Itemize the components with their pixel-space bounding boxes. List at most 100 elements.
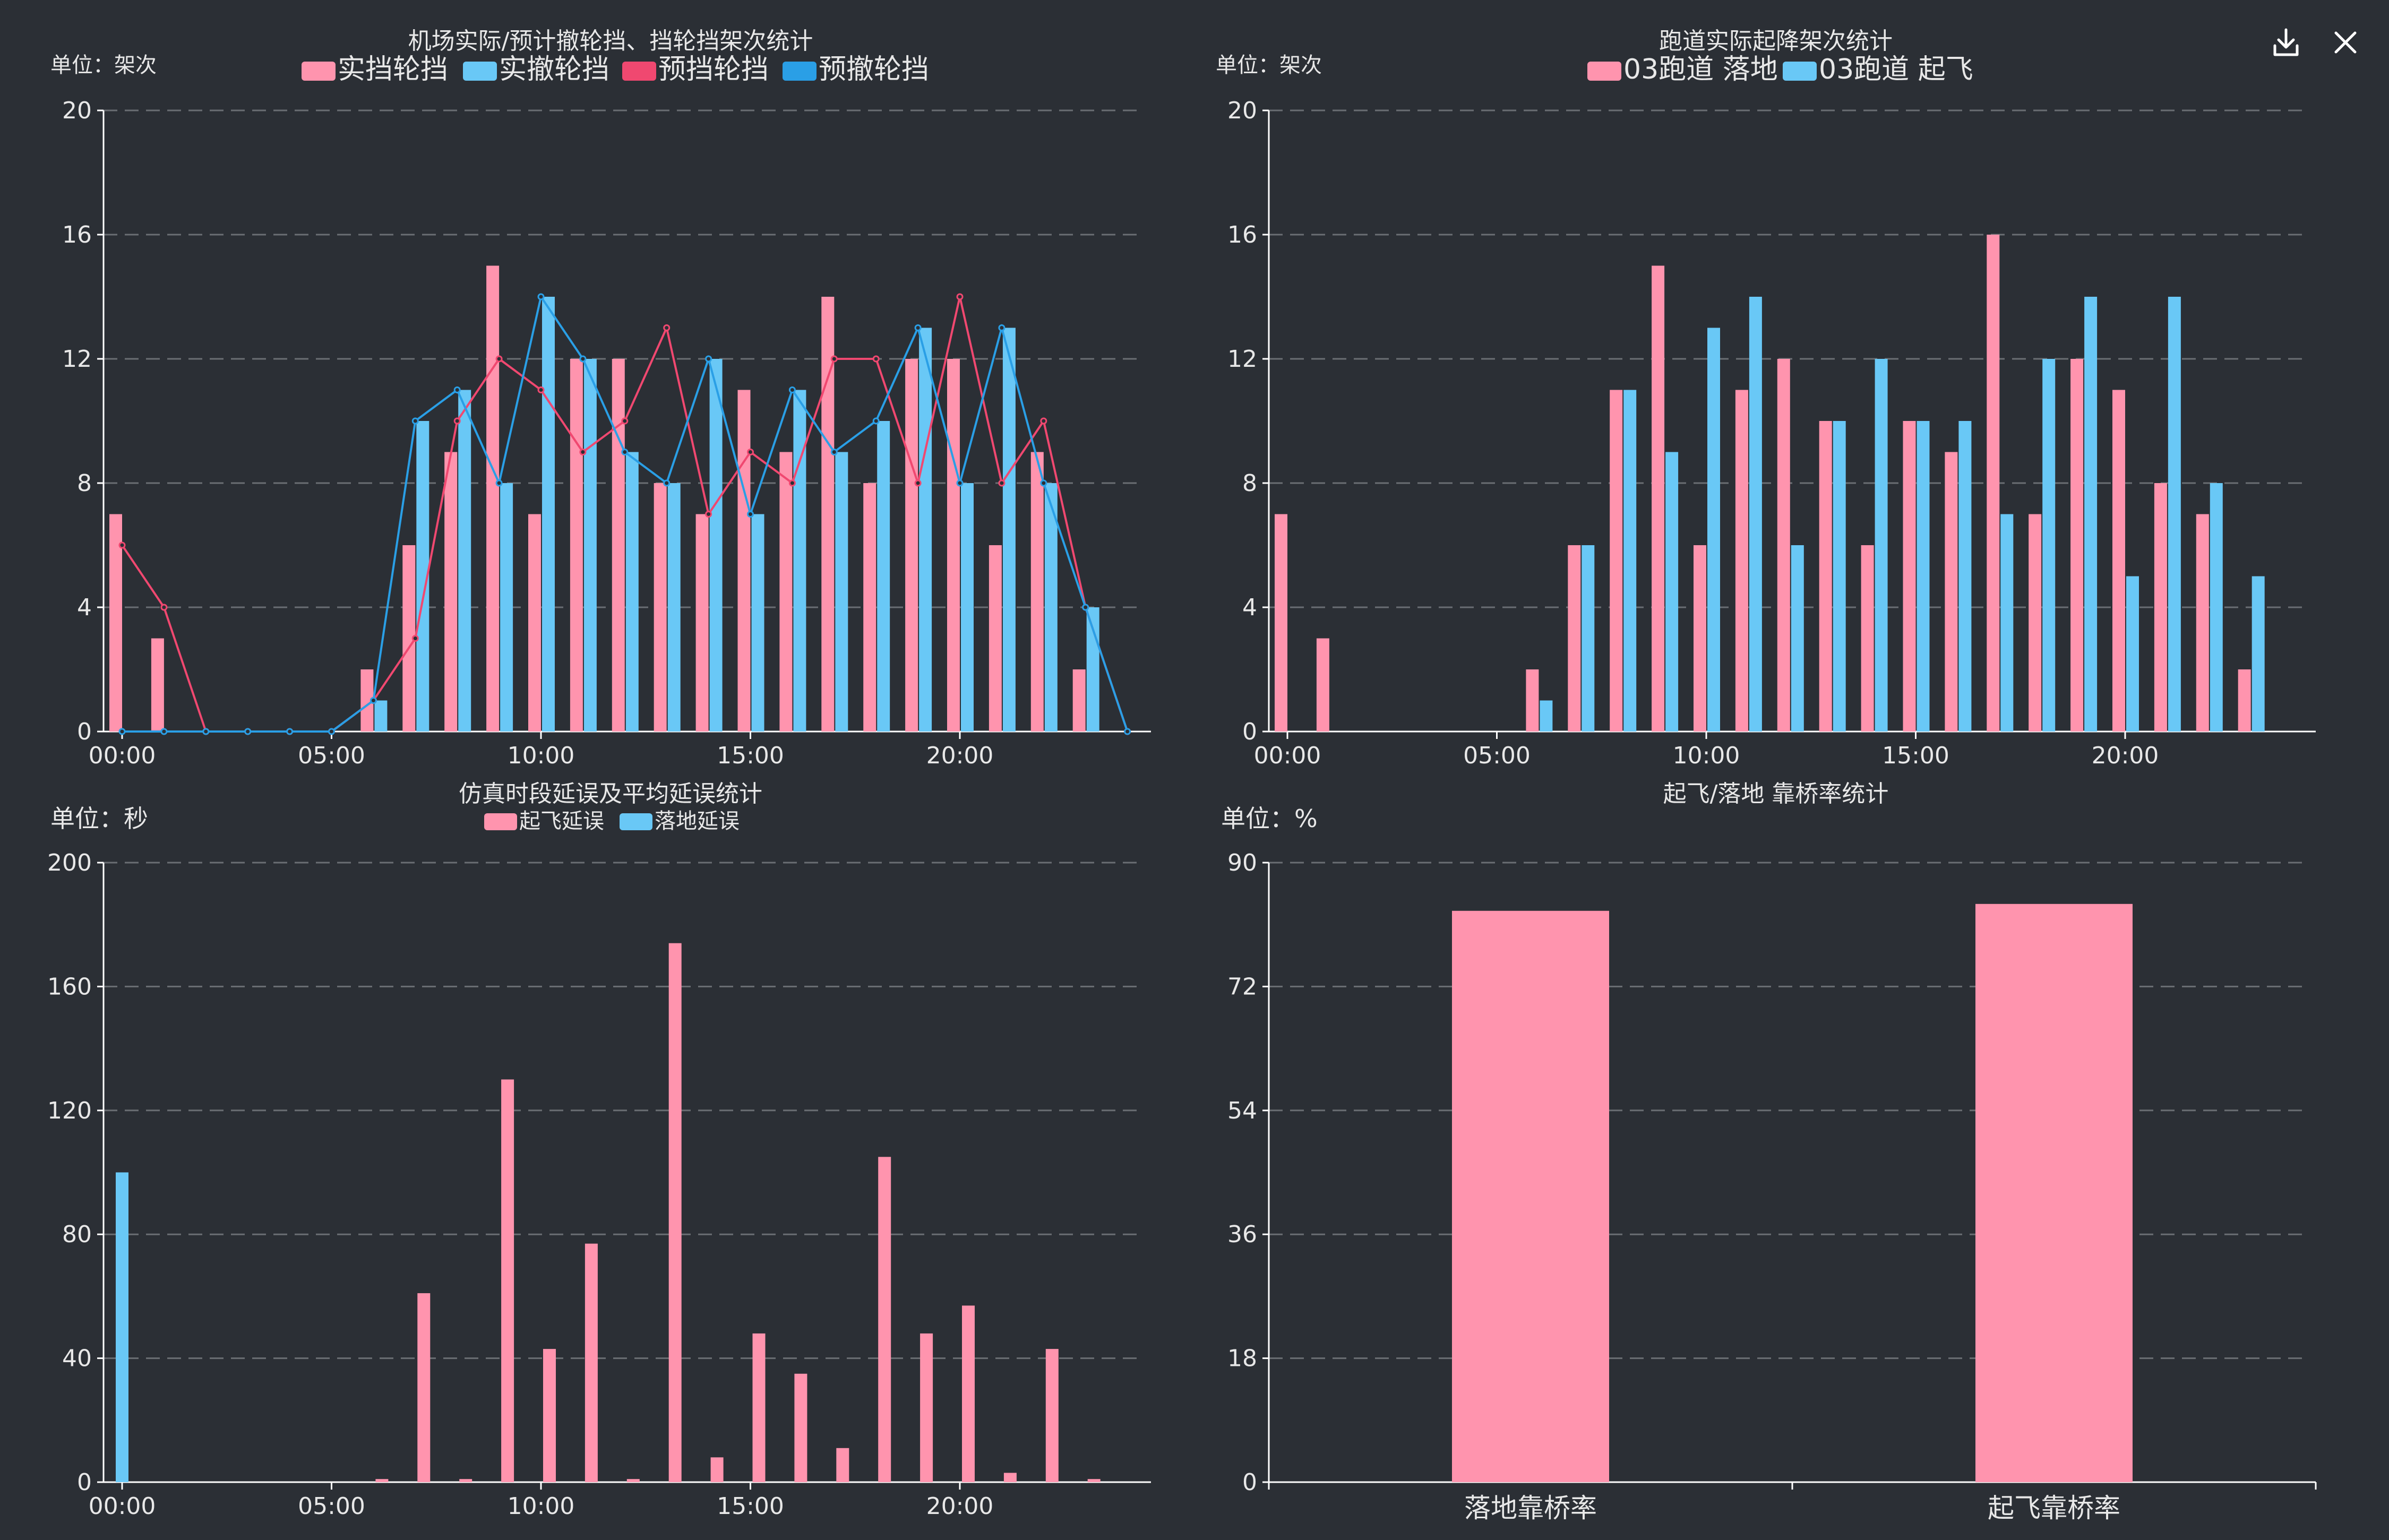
legend-item: 03跑道 落地: [1587, 54, 1778, 85]
bar: [947, 359, 960, 732]
bar: [375, 1479, 389, 1482]
legend-item: 03跑道 起飞: [1783, 54, 1973, 85]
bar: [1316, 638, 1329, 732]
download-button[interactable]: [2272, 28, 2300, 58]
close-button[interactable]: [2333, 30, 2358, 55]
x-tick-label: 00:00: [89, 742, 156, 769]
bar: [2084, 297, 2098, 732]
bar: [1275, 514, 1287, 732]
bar: [458, 390, 471, 732]
x-tick-label: 10:00: [508, 1493, 575, 1520]
chart-title: 仿真时段延误及平均延误统计: [459, 780, 762, 807]
line-point: [998, 479, 1006, 487]
bar: [1945, 452, 1958, 732]
x-tick-label: 10:00: [508, 742, 575, 769]
bar: [1582, 545, 1595, 732]
legend-label: 落地延误: [655, 809, 740, 833]
x-tick-label: 10:00: [1673, 742, 1740, 769]
bar: [2070, 359, 2084, 732]
bar: [710, 1457, 724, 1482]
bar: [1917, 421, 1930, 732]
legend-label: 起飞延误: [519, 809, 604, 833]
line-point: [956, 479, 964, 487]
legend-swatch: [1587, 62, 1621, 81]
x-tick-label: 05:00: [298, 1493, 365, 1520]
bar: [444, 452, 458, 732]
bar: [1072, 669, 1086, 732]
y-tick-label: 18: [1227, 1345, 1257, 1372]
bar: [1875, 359, 1888, 732]
bar: [1958, 421, 1972, 732]
x-tick-label: 00:00: [89, 1493, 156, 1520]
line-point: [1124, 728, 1131, 735]
bar: [570, 359, 583, 732]
unit-label: 单位：秒: [50, 804, 148, 833]
bar: [2112, 390, 2125, 732]
line-point: [411, 417, 419, 425]
bar: [625, 452, 639, 732]
y-tick-label: 200: [47, 849, 92, 876]
bar: [585, 1243, 598, 1482]
bar: [1791, 545, 1804, 732]
bar: [2154, 483, 2167, 732]
bar: [1044, 483, 1058, 732]
bar: [1086, 607, 1099, 732]
bar: [2210, 483, 2223, 732]
line-point: [537, 293, 545, 300]
x-tick-label: 00:00: [1254, 742, 1321, 769]
bar: [1694, 545, 1706, 732]
bar: [737, 390, 751, 732]
line-point: [495, 355, 503, 363]
y-tick-label: 0: [77, 1469, 92, 1496]
bar: [1833, 421, 1846, 732]
bar: [151, 638, 164, 732]
unit-label: 单位：%: [1221, 804, 1318, 833]
bar: [1045, 1349, 1059, 1482]
bar: [1749, 297, 1762, 732]
bar: [116, 1172, 128, 1482]
x-tick-label: 20:00: [926, 1493, 994, 1520]
bar: [2042, 359, 2056, 732]
line-point: [411, 635, 419, 642]
bar: [877, 421, 890, 732]
bar: [417, 1293, 431, 1482]
y-tick-label: 90: [1227, 849, 1257, 876]
y-tick-label: 12: [1227, 346, 1257, 373]
legend-item: 实撤轮挡: [463, 54, 609, 85]
bar: [1087, 1479, 1101, 1482]
line-point: [579, 449, 587, 455]
bar: [2000, 514, 2014, 732]
y-tick-label: 160: [47, 973, 92, 1000]
bar: [1903, 421, 1916, 732]
y-tick-label: 40: [62, 1345, 92, 1372]
line-point: [453, 386, 461, 393]
line-point: [621, 417, 629, 425]
bar: [793, 390, 806, 732]
legend-item: 预撤轮挡: [783, 54, 929, 85]
bar: [2238, 669, 2251, 732]
bar: [2029, 514, 2042, 732]
line-point: [830, 355, 838, 363]
line-point: [830, 449, 838, 455]
unit-label: 单位：架次: [1216, 53, 1322, 78]
y-tick-label: 8: [1242, 470, 1257, 497]
line-point: [788, 386, 796, 393]
bar: [961, 483, 974, 732]
bar: [709, 359, 723, 732]
legend-swatch: [484, 813, 517, 830]
bar: [501, 1079, 514, 1482]
bar: [1526, 669, 1539, 732]
legend-item: 实挡轮挡: [302, 54, 448, 85]
chart-title: 跑道实际起降架次统计: [1659, 28, 1893, 55]
bar: [459, 1479, 472, 1482]
line-point: [747, 511, 754, 518]
bar: [1707, 328, 1720, 732]
bar: [2251, 576, 2265, 732]
legend-swatch: [302, 62, 336, 81]
y-tick-label: 36: [1227, 1221, 1257, 1248]
bar: [1987, 235, 2000, 732]
